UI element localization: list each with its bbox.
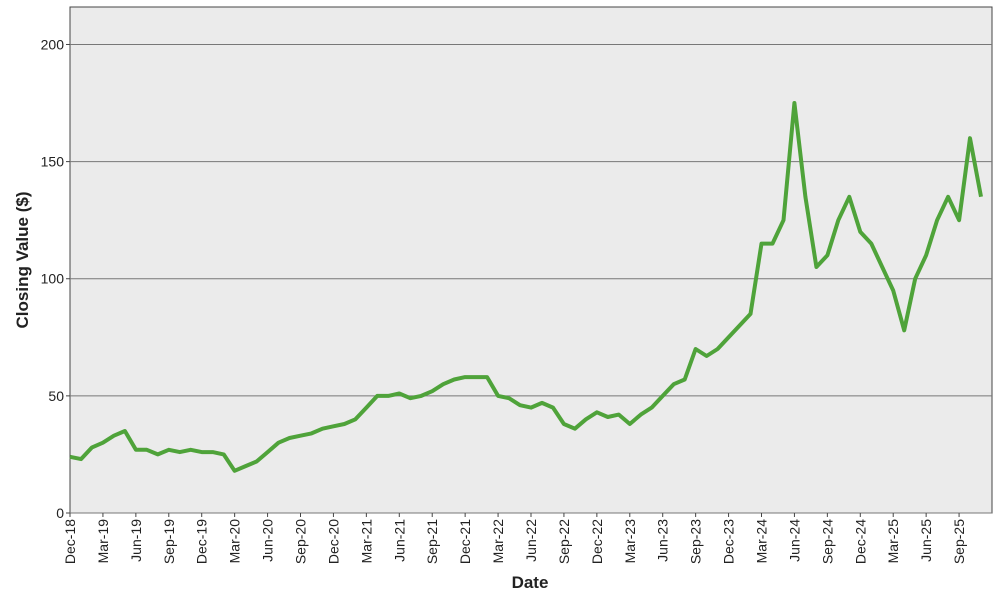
x-tick-label: Jun-22 <box>523 519 539 562</box>
x-tick-label: Dec-18 <box>62 519 78 564</box>
x-tick-label: Sep-22 <box>556 519 572 564</box>
y-tick-label: 0 <box>56 505 64 521</box>
x-tick-label: Sep-19 <box>161 519 177 564</box>
x-tick-label: Mar-20 <box>227 519 243 564</box>
x-tick-label: Mar-22 <box>490 519 506 564</box>
x-tick-label: Sep-25 <box>951 519 967 564</box>
x-tick-label: Dec-22 <box>589 519 605 564</box>
x-tick-label: Jun-25 <box>918 519 934 562</box>
x-tick-label: Sep-20 <box>293 519 309 564</box>
y-tick-label: 50 <box>48 388 64 404</box>
x-tick-label: Mar-24 <box>754 519 770 564</box>
x-tick-label: Dec-23 <box>721 519 737 564</box>
y-tick-label: 150 <box>41 154 65 170</box>
x-tick-label: Dec-21 <box>457 519 473 564</box>
y-tick-label: 100 <box>41 271 65 287</box>
x-tick-label: Jun-23 <box>655 519 671 562</box>
x-tick-label: Jun-20 <box>260 519 276 562</box>
x-tick-label: Dec-20 <box>325 519 341 564</box>
line <box>69 101 983 473</box>
x-tick-label: Dec-24 <box>852 519 868 564</box>
x-axis-label: Date <box>512 573 549 592</box>
y-axis-label: Closing Value ($) <box>13 192 32 329</box>
y-tick-label: 200 <box>41 36 65 52</box>
x-tick-label: Mar-25 <box>885 519 901 564</box>
x-tick-label: Sep-21 <box>424 519 440 564</box>
plot-area <box>69 6 993 514</box>
x-tick-label: Mar-21 <box>358 519 374 564</box>
x-tick-label: Mar-19 <box>95 519 111 564</box>
x-tick-label: Dec-19 <box>194 519 210 564</box>
x-tick-label: Jun-21 <box>391 519 407 562</box>
x-tick-label: Jun-24 <box>786 519 802 562</box>
x-tick-label: Sep-24 <box>819 519 835 564</box>
x-tick-label: Sep-23 <box>688 519 704 564</box>
x-tick-label: Jun-19 <box>128 519 144 562</box>
x-tick-label: Mar-23 <box>622 519 638 564</box>
